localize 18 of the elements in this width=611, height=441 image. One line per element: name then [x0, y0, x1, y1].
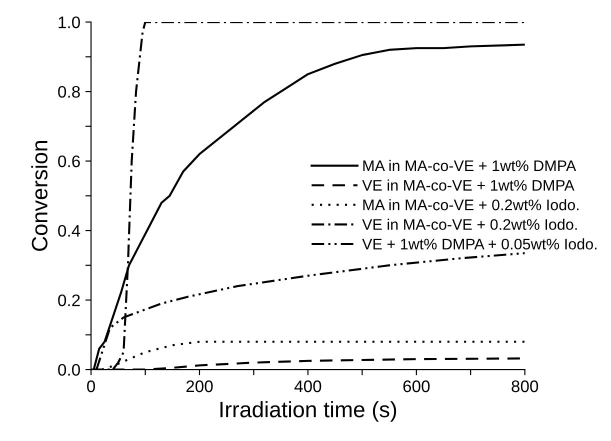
- legend-label: VE + 1wt% DMPA + 0.05wt% Iodo.: [362, 238, 596, 250]
- y-tick-label: 0.6: [58, 155, 80, 168]
- y-tick-label: 1.0: [58, 16, 80, 28]
- x-tick-label: 600: [403, 380, 430, 392]
- legend-label: VE in MA-co-VE + 0.2wt% Iodo.: [362, 218, 577, 230]
- y-tick-label: 0.4: [58, 224, 80, 237]
- x-tick-label: 400: [294, 380, 322, 392]
- legend-label: MA in MA-co-VE + 0.2wt% Iodo.: [363, 199, 578, 210]
- x-axis-title: Irradiation time (s): [220, 401, 396, 422]
- x-tick-label: 200: [186, 380, 213, 392]
- y-axis-title: Conversion: [31, 141, 48, 251]
- text: 0.0: [58, 364, 80, 376]
- x-tick-label: 800: [512, 380, 538, 392]
- x-tick-label: 0: [87, 380, 96, 392]
- legend-label: MA in MA-co-VE + 1wt% DMPA: [363, 160, 576, 172]
- y-tick-label: 0.8: [58, 86, 80, 98]
- y-tick-label: 0.2: [58, 294, 80, 306]
- legend-label: VE in MA-co-VE + 1wt% DMPA: [362, 180, 574, 191]
